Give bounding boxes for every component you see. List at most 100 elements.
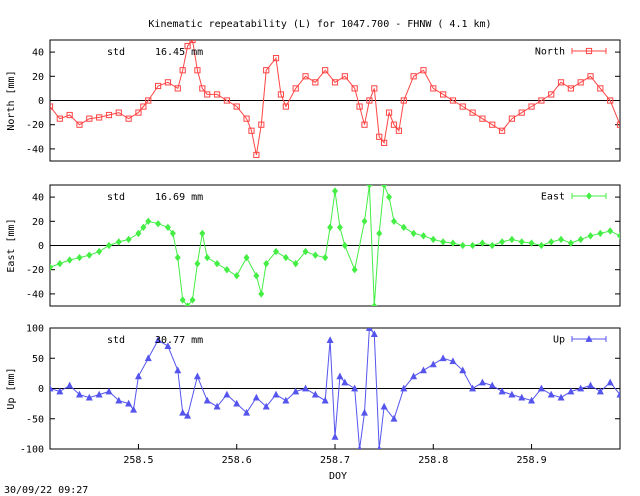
data-point	[248, 127, 255, 134]
data-point	[189, 40, 196, 44]
data-point	[233, 399, 241, 407]
data-point	[321, 396, 329, 404]
series-east	[50, 185, 620, 306]
legend-line	[571, 335, 607, 342]
data-point	[567, 239, 574, 247]
data-point	[528, 103, 535, 110]
y-tick-label: 40	[32, 48, 44, 59]
data-point	[597, 229, 604, 238]
data-point	[258, 290, 265, 298]
data-point	[204, 253, 211, 262]
data-point	[365, 328, 373, 331]
data-point	[537, 384, 545, 392]
data-point	[258, 121, 265, 128]
data-point	[105, 111, 113, 119]
data-point	[419, 366, 427, 374]
legend-label: Up	[553, 335, 565, 346]
figure-title: Kinematic repeatability (L) for 1047.700…	[148, 19, 491, 30]
legend-marker	[585, 47, 593, 55]
data-point	[135, 109, 142, 116]
y-tick-label: 0	[38, 241, 44, 252]
data-point	[390, 217, 397, 225]
data-point	[498, 387, 506, 395]
data-point	[50, 263, 53, 271]
data-point	[76, 253, 83, 262]
data-point	[184, 42, 191, 50]
data-point	[203, 396, 211, 404]
std-label: std	[107, 192, 125, 203]
data-point	[518, 393, 526, 401]
x-tick-label: 258.6	[222, 455, 252, 466]
data-point	[194, 67, 201, 74]
series-line	[50, 185, 620, 306]
data-point	[528, 396, 536, 404]
data-point	[302, 247, 309, 256]
data-point	[95, 390, 103, 398]
data-point	[115, 238, 122, 246]
data-point	[272, 390, 280, 398]
data-point	[390, 414, 398, 422]
data-point	[336, 372, 344, 380]
data-point	[115, 109, 122, 116]
data-point	[272, 55, 280, 62]
data-point	[282, 396, 290, 404]
data-point	[140, 103, 147, 110]
footer-timestamp: 30/09/22 09:27	[4, 485, 88, 496]
data-point	[282, 253, 289, 262]
data-point	[351, 266, 358, 274]
data-point	[538, 241, 545, 250]
data-point	[193, 372, 201, 380]
data-point	[292, 259, 299, 268]
x-axis-label: DOY	[329, 471, 347, 482]
y-tick-label: -40	[26, 289, 44, 300]
data-point	[567, 387, 575, 395]
std-value: 16.45 mm	[155, 47, 203, 58]
data-point	[243, 408, 251, 416]
y-axis-label: Up [mm]	[6, 367, 17, 409]
data-point	[292, 85, 299, 92]
y-tick-label: 40	[32, 193, 44, 204]
data-point	[134, 372, 142, 380]
data-point	[282, 103, 289, 110]
data-point	[233, 272, 240, 280]
data-point	[66, 256, 73, 264]
data-point	[252, 393, 260, 401]
data-point	[96, 247, 103, 256]
data-point	[194, 259, 201, 268]
legend-label: North	[535, 47, 565, 58]
data-point	[273, 247, 280, 256]
series-up	[50, 328, 620, 449]
data-point	[184, 411, 192, 419]
data-point	[125, 235, 132, 244]
data-point	[115, 396, 123, 404]
y-tick-label: 100	[26, 324, 44, 335]
data-point	[508, 390, 516, 398]
data-point	[400, 97, 407, 104]
data-point	[508, 115, 515, 122]
data-point	[164, 79, 172, 86]
data-point	[410, 372, 418, 380]
data-point	[135, 229, 142, 238]
panel-up: -100 -50 0 50 100 258.5 258.6 258.7 258.8 258.9 Up…	[6, 324, 621, 466]
series-line	[50, 40, 620, 155]
data-point	[587, 73, 594, 80]
data-point	[361, 121, 368, 128]
data-point	[174, 85, 181, 92]
data-point	[331, 79, 339, 86]
data-point	[312, 251, 319, 259]
data-point	[213, 91, 221, 98]
data-point	[360, 408, 368, 416]
data-point	[597, 85, 604, 92]
y-tick-label: -50	[26, 414, 44, 425]
data-point	[341, 73, 348, 80]
data-point	[75, 390, 83, 398]
data-point	[312, 79, 319, 86]
data-point	[376, 133, 383, 140]
data-point	[567, 85, 574, 92]
data-point	[385, 109, 393, 116]
data-point	[547, 390, 555, 398]
data-point	[440, 238, 447, 246]
data-point	[86, 251, 93, 259]
y-tick-label: 0	[38, 96, 44, 107]
